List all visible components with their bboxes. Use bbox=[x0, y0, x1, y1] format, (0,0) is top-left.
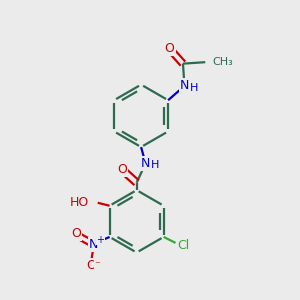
Text: O: O bbox=[165, 42, 175, 55]
Text: N: N bbox=[141, 157, 150, 170]
Text: H: H bbox=[190, 83, 198, 93]
Text: O: O bbox=[117, 163, 127, 176]
Text: N: N bbox=[89, 238, 98, 251]
Text: ⁻: ⁻ bbox=[94, 260, 100, 270]
Text: O: O bbox=[71, 227, 81, 241]
Text: HO: HO bbox=[70, 196, 89, 209]
Text: N: N bbox=[180, 80, 189, 92]
Text: CH₃: CH₃ bbox=[213, 57, 233, 67]
Text: +: + bbox=[96, 235, 104, 244]
Text: O: O bbox=[86, 259, 96, 272]
Text: H: H bbox=[151, 160, 160, 170]
Text: Cl: Cl bbox=[177, 239, 189, 252]
